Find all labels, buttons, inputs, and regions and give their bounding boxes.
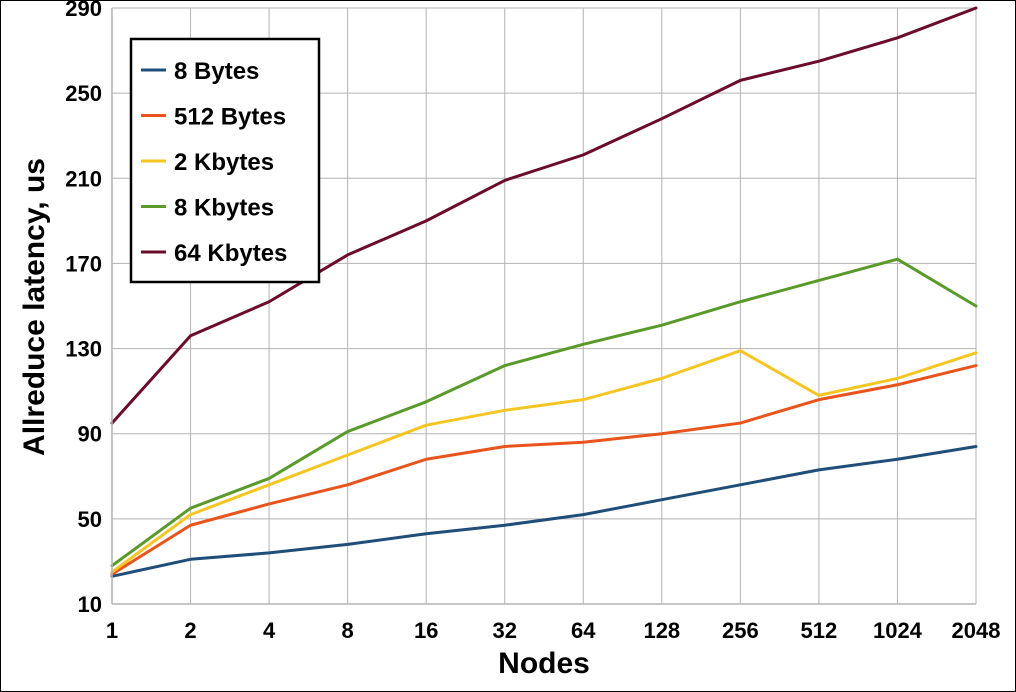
- legend: 8 Bytes 512 Bytes 2 Kbytes 8 Kbytes 64 Kbyte…: [129, 37, 321, 284]
- x-tick-label: 32: [492, 618, 516, 643]
- series-line-5: [110, 6, 978, 425]
- x-tick-label: 128: [643, 618, 680, 643]
- x-tick-label: 4: [263, 618, 276, 643]
- legend-label: 512 Bytes: [174, 104, 286, 131]
- x-tick-label: 2048: [952, 618, 1001, 643]
- legend-label: 8 Kbytes: [174, 195, 274, 222]
- y-tick-label: 130: [65, 337, 102, 362]
- series-line-1: [110, 444, 978, 578]
- y-tick-label: 90: [78, 422, 102, 447]
- x-tick-labels: 1 2 4 8 16 32 64 128 256 512 1024 2048: [106, 618, 1001, 643]
- series-layer: [110, 6, 978, 578]
- y-tick-label: 50: [78, 507, 102, 532]
- legend-label: 8 Bytes: [174, 58, 259, 85]
- x-tick-label: 256: [722, 618, 759, 643]
- y-tick-label: 290: [65, 1, 102, 21]
- y-tick-label: 10: [78, 592, 102, 617]
- x-tick-label: 2: [184, 618, 196, 643]
- y-tick-labels: 10 50 90 130 170 210 250 290: [65, 1, 102, 617]
- x-tick-label: 1024: [873, 618, 923, 643]
- y-tick-label: 250: [65, 81, 102, 106]
- x-tick-label: 512: [801, 618, 838, 643]
- x-tick-label: 16: [414, 618, 438, 643]
- series-line-4: [110, 257, 978, 568]
- y-tick-label: 170: [65, 251, 102, 276]
- x-tick-label: 64: [571, 618, 596, 643]
- x-tick-label: 8: [342, 618, 354, 643]
- x-tick-label: 1: [106, 618, 118, 643]
- series-line-3: [110, 349, 978, 574]
- series-line-2: [110, 364, 978, 576]
- axes: [111, 8, 976, 605]
- legend-label: 64 Kbytes: [174, 240, 287, 267]
- x-axis-title: Nodes: [498, 647, 590, 680]
- legend-label: 2 Kbytes: [174, 149, 274, 176]
- y-tick-label: 210: [65, 166, 102, 191]
- y-axis-title: Allreduce latency, us: [18, 158, 51, 456]
